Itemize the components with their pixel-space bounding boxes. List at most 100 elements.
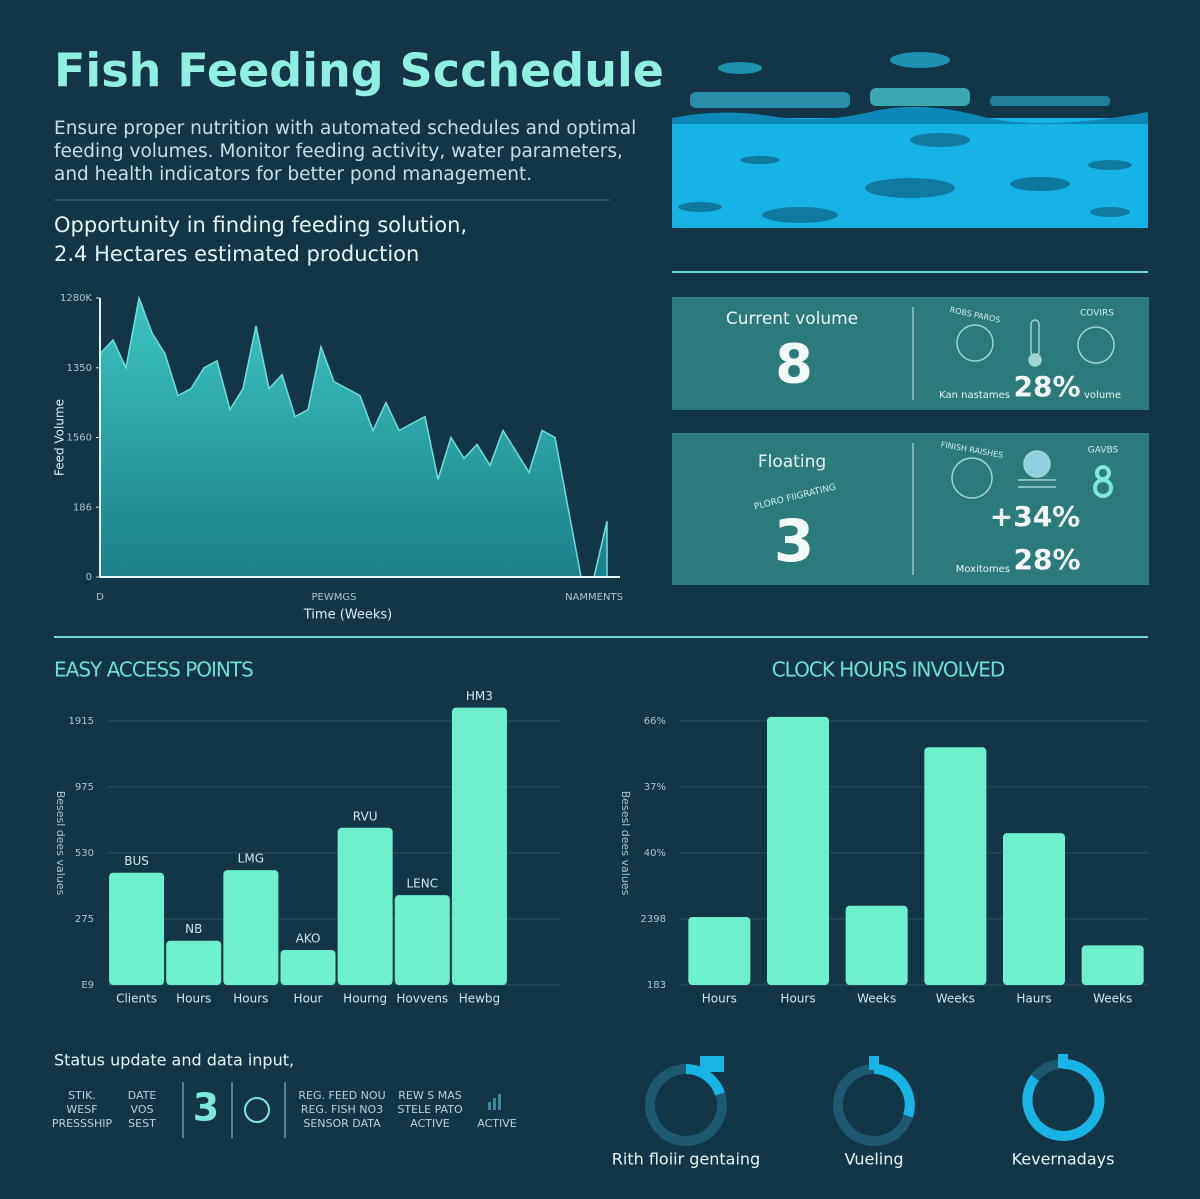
x-tick-label: Weeks: [936, 992, 975, 1006]
y-tick-label: 275: [75, 914, 94, 925]
stat-label: Kan nastames: [939, 390, 1010, 401]
status-cell: SEST: [128, 1117, 156, 1130]
bar: [451, 707, 507, 985]
y-tick-label: 0: [86, 572, 92, 583]
card-value: 8: [775, 333, 813, 396]
y-tick-label: 186: [73, 502, 92, 513]
subtitle: 2.4 Hectares estimated production: [54, 242, 419, 266]
bar: [688, 916, 751, 985]
status-cell: REG. FISH NO3: [301, 1103, 383, 1116]
bar-label: BUS: [124, 854, 149, 868]
x-tick-label: NAMMENTS: [565, 592, 623, 603]
status-icon: [244, 1097, 270, 1123]
x-tick-label: Hovvens: [396, 992, 448, 1006]
x-tick-label: Hours: [233, 992, 268, 1006]
y-tick-label: 183: [647, 980, 666, 991]
bar-label: HM3: [466, 689, 493, 703]
bar-label: NB: [185, 922, 202, 936]
bar: [109, 872, 165, 985]
status-cell: STIK.: [68, 1089, 96, 1102]
y-tick-label: 1350: [67, 363, 92, 374]
status-cell: PRESSSHIP: [52, 1117, 113, 1130]
status-cell: STELE PATO: [397, 1103, 463, 1116]
status-cell: ACTIVE: [477, 1117, 517, 1130]
stat: 28%: [1013, 370, 1080, 403]
y-tick-label: 530: [75, 848, 94, 859]
pond-illustration: [672, 52, 1148, 228]
status-cell: SENSOR DATA: [303, 1117, 381, 1130]
chart-title: CLOCK HOURS INVOLVED: [772, 658, 1005, 682]
y-tick-label: 37%: [644, 782, 666, 793]
icon-label: GAVBS: [1088, 446, 1119, 456]
y-tick-label: 2398: [641, 914, 666, 925]
x-tick-label: Hourng: [343, 992, 387, 1006]
ring-label: Vueling: [844, 1150, 903, 1169]
description: Ensure proper nutrition with automated s…: [54, 118, 636, 139]
x-tick-label: Haurs: [1016, 992, 1051, 1006]
x-tick-label: Hewbg: [459, 992, 500, 1006]
subtitle: Opportunity in finding feeding solution,: [54, 213, 467, 237]
x-tick-label: Weeks: [857, 992, 896, 1006]
x-tick-label: Hours: [176, 992, 211, 1006]
status-count: 3: [193, 1086, 219, 1130]
card-title: Current volume: [726, 309, 858, 329]
ring-label: Kevernadays: [1012, 1150, 1115, 1169]
bar: [767, 716, 829, 985]
card-value: 3: [774, 507, 814, 575]
rings: [645, 1054, 1105, 1146]
x-tick-label: D: [96, 592, 104, 603]
stat-unit: volume: [1084, 390, 1121, 401]
status-heading: Status update and data input,: [54, 1051, 294, 1070]
y-tick-label: 1560: [67, 433, 92, 444]
chart-title: EASY ACCESS POINTS: [54, 658, 253, 682]
status-cell: ACTIVE: [410, 1117, 450, 1130]
card: [672, 297, 1149, 410]
card: [672, 433, 1149, 585]
bar-label: LENC: [406, 877, 438, 891]
bar: [845, 905, 908, 985]
stat: +34%: [990, 500, 1080, 533]
icon-label: COVIRS: [1080, 309, 1114, 319]
description: feeding volumes. Monitor feeding activit…: [54, 141, 623, 162]
bar: [394, 895, 450, 985]
stat-label: Moxitomes: [956, 564, 1010, 575]
bar: [1003, 833, 1065, 985]
description: and health indicators for better pond ma…: [54, 164, 532, 185]
y-axis-label: Besesl dees values: [619, 791, 632, 896]
x-tick-label: Clients: [116, 992, 157, 1006]
y-tick-label: E9: [81, 980, 94, 991]
status-cell: VOS: [131, 1103, 154, 1116]
title: Fish Feeding Scchedule: [54, 44, 664, 98]
bar: [166, 940, 222, 985]
ring-label: Rith floiir gentaing: [612, 1150, 760, 1169]
x-tick-label: PEWMGS: [312, 592, 357, 603]
bar-label: AKO: [296, 931, 321, 945]
y-axis-label: Feed Volume: [53, 399, 67, 476]
bar: [280, 949, 336, 985]
status-cell: WESF: [66, 1103, 97, 1116]
x-axis-label: Time (Weeks): [303, 608, 392, 623]
status-cell: REW S MAS: [398, 1089, 461, 1102]
bar: [337, 827, 393, 985]
x-tick-label: Weeks: [1093, 992, 1132, 1006]
y-axis-label: Besesl dees values: [54, 791, 67, 896]
y-tick-label: 1915: [69, 716, 94, 727]
y-tick-label: 975: [75, 782, 94, 793]
y-tick-label: 40%: [644, 848, 666, 859]
y-tick-label: 66%: [644, 716, 666, 727]
bar-label: LMG: [238, 852, 264, 866]
bar: [1081, 945, 1144, 985]
card-icons: [951, 319, 1115, 499]
x-tick-label: Hour: [294, 992, 323, 1006]
status-cell: DATE: [128, 1089, 157, 1102]
status-cell: REG. FEED NOU: [298, 1089, 385, 1102]
card-title: Floating: [758, 452, 826, 472]
x-tick-label: Hours: [780, 992, 815, 1006]
bar: [223, 870, 279, 985]
x-tick-label: Hours: [702, 992, 737, 1006]
bar: [924, 747, 987, 985]
bar-label: RVU: [353, 809, 378, 823]
area: [99, 295, 608, 578]
signal-icon: [488, 1094, 501, 1110]
